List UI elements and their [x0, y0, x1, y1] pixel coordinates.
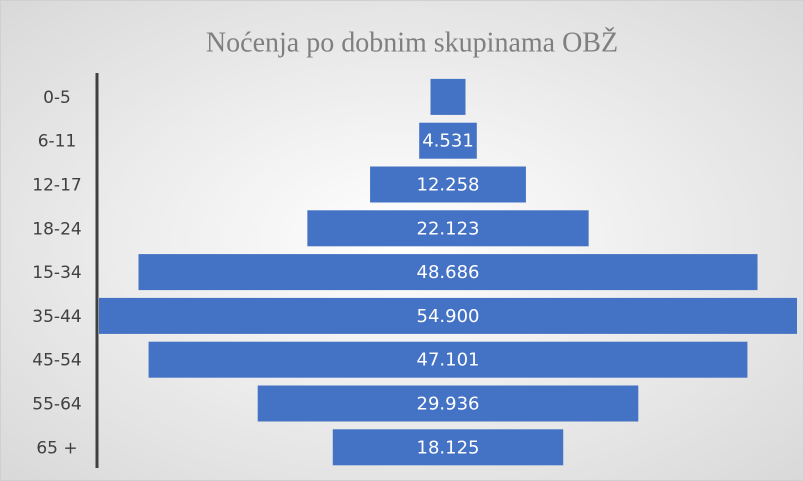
bar: [307, 210, 589, 247]
bar: [370, 166, 526, 203]
category-label: 65 +: [36, 438, 77, 458]
data-label: 54.900: [417, 306, 480, 327]
bar: [99, 297, 797, 334]
bar: [332, 429, 564, 466]
data-label: 4.531: [422, 131, 474, 152]
data-label: 48.686: [417, 262, 480, 283]
chart-title: Noćenja po dobnim skupinama OBŽ: [206, 27, 618, 58]
category-label: 15-34: [32, 263, 81, 283]
bar: [430, 78, 466, 115]
category-label: 12-17: [32, 176, 81, 196]
data-label: 18.125: [417, 437, 480, 458]
bar: [148, 341, 748, 378]
category-label: 0-5: [43, 88, 71, 108]
bar: [138, 254, 758, 291]
category-label: 18-24: [32, 219, 81, 239]
category-label: 6-11: [38, 132, 77, 152]
category-label: 35-44: [32, 307, 81, 327]
bar: [419, 122, 477, 159]
data-label: 22.123: [417, 218, 480, 239]
data-label: 12.258: [417, 175, 480, 196]
data-label: 29.936: [417, 394, 480, 415]
data-label: 47.101: [417, 350, 480, 371]
category-label: 55-64: [32, 395, 81, 415]
bar: [257, 385, 639, 422]
category-label: 45-54: [32, 351, 81, 371]
